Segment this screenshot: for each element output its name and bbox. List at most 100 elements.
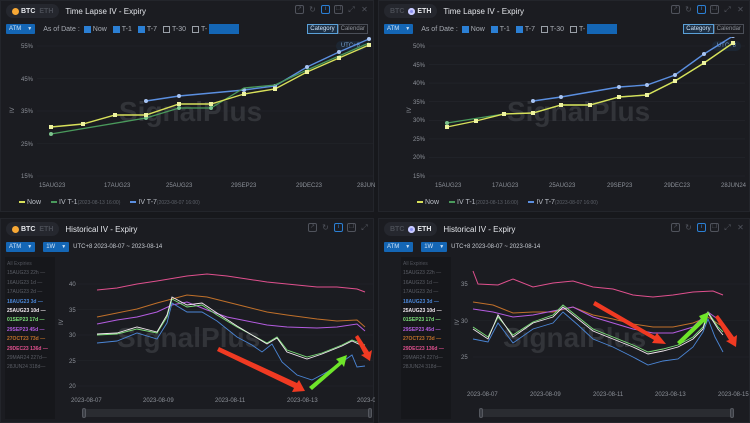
custom-date-input[interactable] [209,24,240,34]
legend-now[interactable]: Now [19,199,41,206]
category-toggle[interactable]: Category [683,24,714,34]
coin-btc-tab[interactable]: BTC [10,225,37,233]
expiry-item[interactable]: 29MAR24 227d— [7,354,47,361]
t30-checkbox[interactable]: T-30 [541,25,564,33]
expand-icon[interactable]: ⤢ [724,5,731,14]
expiry-item[interactable]: 15AUG23 22h — [403,270,442,277]
coin-toggle[interactable]: BTC ETH [384,4,438,18]
expiry-item[interactable]: 29MAR24 227d— [403,354,443,361]
legend-t7[interactable]: IV T-7(2023-08-07 16:00) [528,199,598,206]
export-icon[interactable]: ↗ [295,5,304,14]
expiry-item[interactable]: 28JUN24 318d— [403,364,442,371]
coin-eth-tab[interactable]: ETH [39,7,54,15]
duplicate-icon[interactable]: ❐ [347,223,356,232]
t1-checkbox[interactable]: T-1 [490,25,510,33]
legend-t1[interactable]: IV T-1(2023-08-13 16:00) [449,199,518,206]
period-select[interactable]: 1W ▼ [421,242,448,252]
mode-select[interactable]: ATM ▼ [6,24,36,34]
info-icon[interactable]: i [697,5,706,14]
expiry-item[interactable]: 25AUG23 10d — [403,307,442,314]
export-icon[interactable]: ↗ [671,223,680,232]
mode-select[interactable]: ATM ▼ [6,242,36,252]
t7-checkbox[interactable]: T-7 [137,25,157,33]
duplicate-icon[interactable]: ❐ [334,5,343,14]
expand-icon[interactable]: ⤢ [348,5,355,14]
export-icon[interactable]: ↗ [671,5,680,14]
mode-select[interactable]: ATM ▼ [384,242,414,252]
expiry-item[interactable]: 01SEP23 17d — [403,317,441,324]
time-range-slider[interactable] [479,408,734,418]
svg-text:2023-08-13: 2023-08-13 [655,392,686,398]
duplicate-icon[interactable]: ❐ [710,5,719,14]
coin-toggle[interactable]: BTC ETH [384,222,438,236]
coin-toggle[interactable]: BTC ETH [6,222,60,236]
refresh-icon[interactable]: ↻ [309,5,316,14]
expand-icon[interactable]: ⤢ [361,223,368,232]
slider-handle-right[interactable] [368,408,372,418]
info-icon[interactable]: i [334,223,343,232]
slider-handle-left[interactable] [479,408,483,418]
refresh-icon[interactable]: ↻ [685,223,692,232]
time-range-slider[interactable] [82,408,372,418]
expiry-item[interactable]: 29SEP23 45d — [403,326,441,333]
close-icon[interactable]: ✕ [737,5,744,14]
t30-checkbox[interactable]: T-30 [163,25,186,33]
expiry-item[interactable]: 27OCT23 73d — [403,336,442,343]
legend-now[interactable]: Now [417,199,439,206]
t1-checkbox[interactable]: T-1 [112,25,132,33]
custom-date-input[interactable] [587,24,618,34]
svg-text:25AUG23: 25AUG23 [166,183,193,187]
calendar-toggle[interactable]: Calendar [337,24,368,34]
expiry-item[interactable]: 29SEP23 45d — [7,326,45,333]
slider-handle-right[interactable] [730,408,734,418]
coin-eth-tab[interactable]: ETH [406,225,433,233]
expand-icon[interactable]: ⤢ [724,223,731,232]
close-icon[interactable]: ✕ [361,5,368,14]
expiry-item[interactable]: 16AUG23 1d — [7,279,43,286]
duplicate-icon[interactable]: ❐ [710,223,719,232]
period-select[interactable]: 1W ▼ [43,242,70,252]
close-icon[interactable]: ✕ [737,223,744,232]
refresh-icon[interactable]: ↻ [685,5,692,14]
expiry-item[interactable]: 18AUG23 3d — [7,298,43,305]
mode-select[interactable]: ATM ▼ [384,24,414,34]
watermark: SignalPlus [119,96,262,127]
eth-icon [408,225,416,233]
expiry-item[interactable]: 17AUG23 2d — [403,289,439,296]
expiry-item[interactable]: 01SEP23 17d — [7,317,45,324]
calendar-toggle[interactable]: Calendar [713,24,744,34]
info-icon[interactable]: i [321,5,330,14]
coin-toggle[interactable]: BTC ETH [6,4,60,18]
expiry-item[interactable]: 27OCT23 73d — [7,336,46,343]
slider-handle-left[interactable] [82,408,86,418]
svg-text:28JUN: 28JUN [357,183,375,187]
expiry-item[interactable]: 16AUG23 1d — [403,279,439,286]
export-icon[interactable]: ↗ [308,223,317,232]
expiry-item[interactable]: 25AUG23 10d — [7,307,46,314]
coin-btc-tab[interactable]: BTC [390,7,405,15]
expiry-item[interactable]: 15AUG23 22h — [7,270,46,277]
info-icon[interactable]: i [697,223,706,232]
refresh-icon[interactable]: ↻ [322,223,329,232]
legend-t7[interactable]: IV T-7(2023-08-07 16:00) [130,199,200,206]
category-toggle[interactable]: Category [307,24,338,34]
coin-eth-tab[interactable]: ETH [39,225,54,233]
expiry-item[interactable]: 18AUG23 3d — [403,298,439,305]
legend-t1[interactable]: IV T-1(2023-08-13 16:00) [51,199,120,206]
expiry-item[interactable]: 29DEC23 136d — [7,345,48,352]
panel-header: BTC ETH Time Lapse IV - Expiry [379,1,749,21]
date-range: UTC+8 2023-08-07 ~ 2023-08-14 [73,244,163,250]
all-expiries-toggle[interactable]: All Expiries [7,261,32,267]
expiry-item[interactable]: 29DEC23 136d — [403,345,444,352]
all-expiries-toggle[interactable]: All Expiries [403,261,428,267]
expiry-item[interactable]: 28JUN24 318d— [7,364,46,371]
tcustom-checkbox[interactable]: T- [192,24,240,34]
coin-eth-tab[interactable]: ETH [406,7,433,15]
now-checkbox[interactable]: Now [83,25,107,33]
expiry-item[interactable]: 17AUG23 2d — [7,289,43,296]
t7-checkbox[interactable]: T-7 [515,25,535,33]
now-checkbox[interactable]: Now [461,25,485,33]
coin-btc-tab[interactable]: BTC [390,225,405,233]
tcustom-checkbox[interactable]: T- [570,24,618,34]
coin-btc-tab[interactable]: BTC [10,7,37,15]
